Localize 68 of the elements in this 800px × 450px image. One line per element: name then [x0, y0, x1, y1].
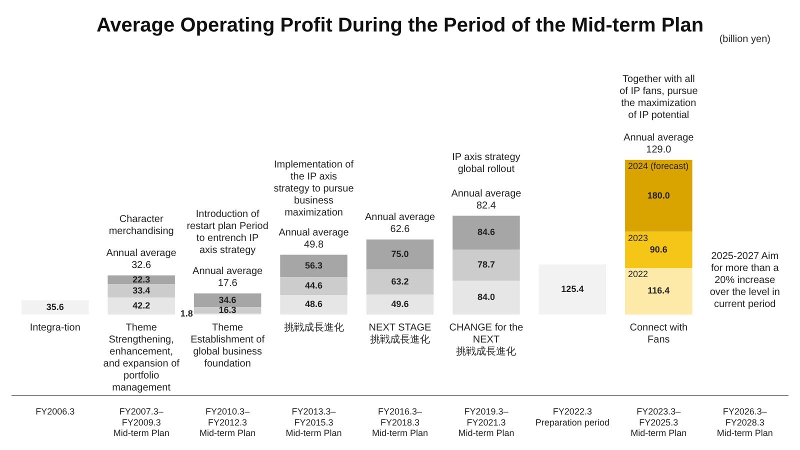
data-label: 84.0: [477, 292, 495, 302]
x-tick-label: FY2010.3–FY2012.3 Mid-term Plan: [200, 406, 256, 438]
annotation: Character merchandising: [108, 214, 174, 238]
annotation: 2025-2027 Aim for more than a 20% increase over the level in current period: [710, 250, 780, 310]
annotation: 2023: [628, 232, 648, 243]
data-label: 35.6: [46, 302, 64, 312]
data-label: 44.6: [305, 280, 323, 291]
text: (billion yen): [719, 34, 770, 46]
bar: [108, 284, 175, 298]
x-tick-label: FY2006.3: [36, 406, 75, 416]
text: 挑戦成長進化: [284, 322, 344, 334]
bar: [280, 295, 348, 314]
annotation: Annual average 17.6: [192, 266, 264, 290]
x-tick-label: FY2007.3–FY2009.3 Mid-term Plan: [113, 406, 170, 438]
annotation: Annual average 82.4: [451, 188, 522, 212]
x-tick-label: FY2013.3–FY2015.3 Mid-term Plan: [286, 406, 342, 438]
data-label: 34.6: [218, 294, 236, 305]
annotation: Annual average 129.0: [624, 132, 694, 156]
x-tick-label: FY2019.3–FY2021.3 Mid-term Plan: [458, 406, 514, 438]
x-tick-label: FY2026.3–FY2028.3 Mid-term Plan: [716, 406, 773, 438]
data-label: 56.3: [305, 260, 323, 270]
bar: [625, 268, 692, 314]
data-label: 78.7: [477, 260, 495, 270]
bar: [452, 280, 520, 314]
annotation: 2022: [628, 268, 648, 279]
annotation: Annual average 62.6: [364, 212, 436, 236]
text: Connect with Fans: [630, 322, 688, 346]
data-label: 116.4: [648, 286, 670, 296]
bar: [625, 160, 692, 232]
text: Theme Establishment of global business foundation: [190, 322, 265, 370]
bar: [280, 254, 348, 278]
text: Integra-tion: [30, 322, 80, 334]
annotation: Annual average 32.6: [106, 248, 177, 272]
annotation: Introduction of restart plan Period to entrench IP axis strategy: [186, 209, 268, 256]
data-label: 90.6: [650, 244, 668, 254]
bar: [108, 275, 175, 284]
annotation: 2024 (forecast): [628, 160, 689, 171]
data-label: 33.4: [132, 285, 150, 296]
text: Together with all of IP fans, pursue the maximization of IP potential: [620, 74, 698, 121]
data-label: 42.2: [132, 300, 150, 311]
x-tick-label: FY2023.3–FY2025.3 Mid-term Plan: [630, 406, 687, 438]
bar: [108, 298, 175, 314]
bar: [366, 269, 434, 295]
bar: [280, 277, 348, 296]
data-label: 16.3: [218, 304, 236, 315]
data-label: 75.0: [391, 248, 409, 259]
annotation: Implementation of the IP axis strategy to pursue business maximization: [274, 159, 354, 218]
x-tick-label: FY2022.3 Preparation period: [535, 406, 610, 428]
annotation: Annual average 49.8: [278, 228, 350, 251]
data-label: 48.6: [305, 299, 323, 310]
chart-title: Average Operating Profit During the Period of the Mid-term Plan: [96, 14, 704, 37]
text: NEXT STAGE 挑戦成長進化: [368, 322, 432, 346]
data-label: 49.6: [391, 299, 409, 310]
data-label: 84.6: [477, 227, 495, 238]
data-label: 125.4: [561, 284, 584, 294]
bar: [452, 216, 520, 250]
data-label: 22.3: [132, 274, 150, 284]
bar: [625, 232, 692, 268]
bar: [366, 294, 434, 314]
data-label: 1.8: [180, 308, 193, 319]
data-label: 63.2: [391, 276, 409, 287]
bar: [366, 239, 434, 270]
bar: [452, 249, 520, 281]
text: CHANGE for the NEXT 挑戦成長進化: [449, 322, 524, 358]
text: Theme Strengthening, enhancement, and expansion of portfolio management: [103, 322, 180, 394]
x-tick-label: FY2016.3–FY2018.3 Mid-term Plan: [372, 406, 428, 438]
annotation: IP axis strategy global rollout: [452, 152, 520, 175]
data-label: 180.0: [647, 190, 670, 200]
